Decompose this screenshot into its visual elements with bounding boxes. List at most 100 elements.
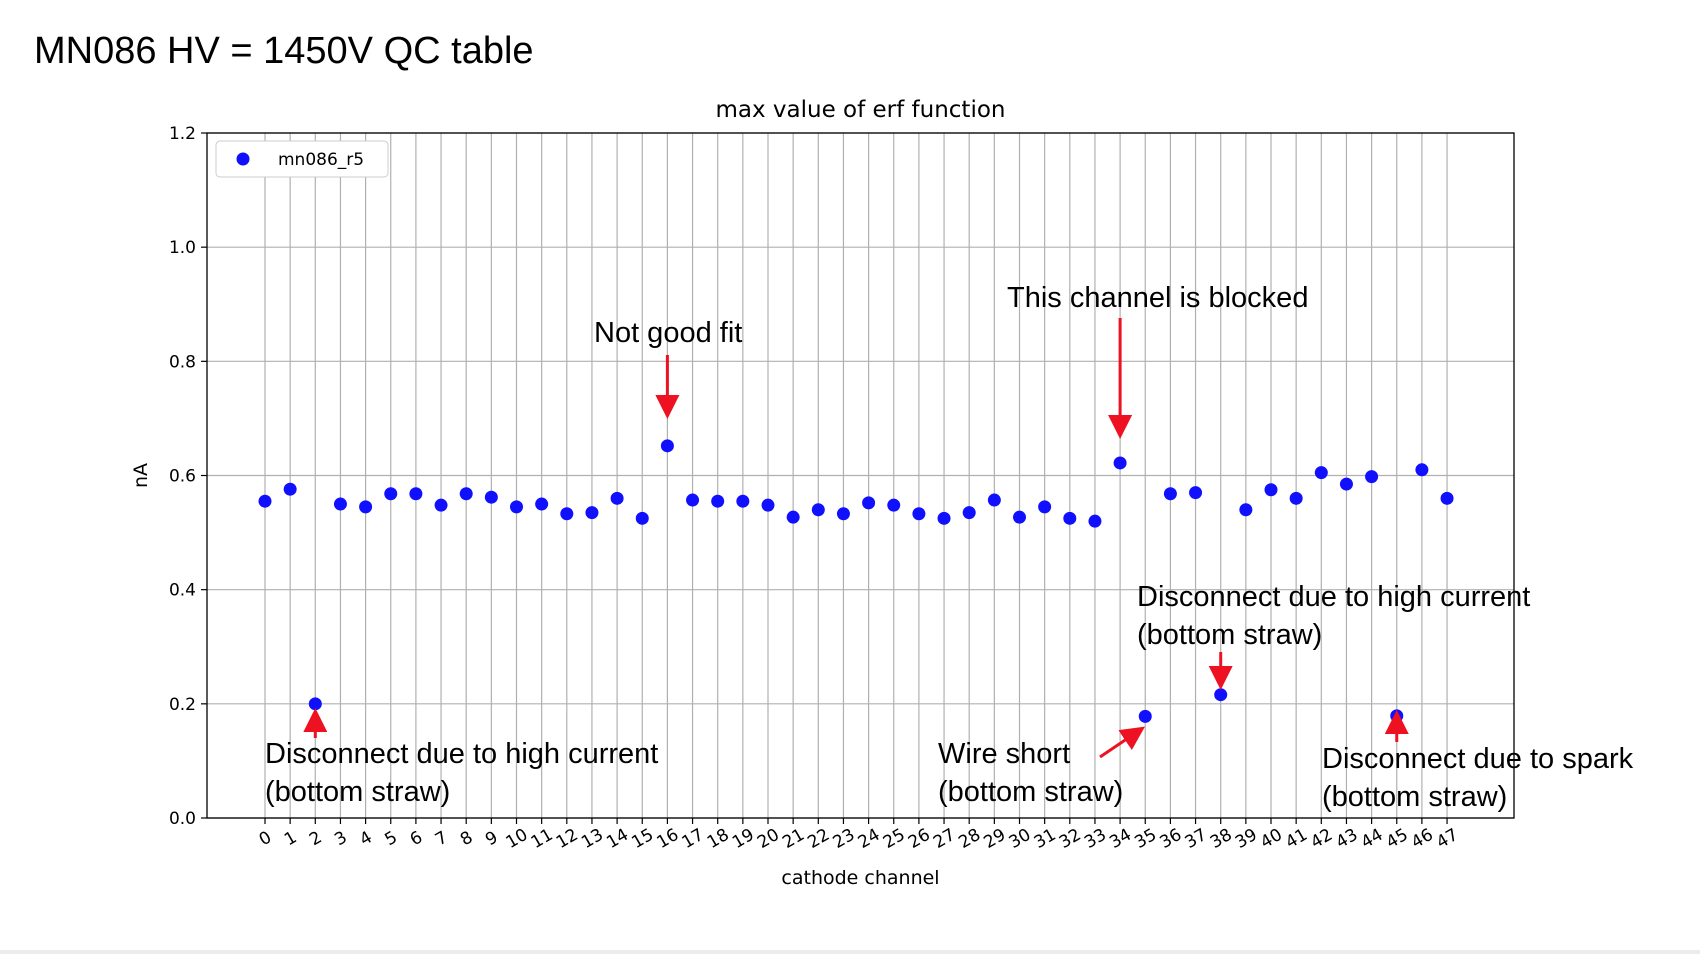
- x-tick-label: 26: [905, 825, 934, 853]
- x-tick-label: 34: [1106, 825, 1135, 853]
- data-point: [1063, 511, 1077, 525]
- data-point: [610, 491, 624, 505]
- data-point: [912, 507, 926, 521]
- x-tick-label: 24: [855, 825, 884, 853]
- slide-bottom-bar: [0, 950, 1700, 954]
- x-axis-label: cathode channel: [781, 867, 939, 889]
- x-tick-label: 21: [779, 825, 808, 853]
- data-point: [937, 511, 951, 525]
- x-tick-label: 32: [1056, 825, 1085, 853]
- x-tick-label: 11: [528, 825, 557, 853]
- data-point: [962, 506, 976, 520]
- annotation-arrow: [1099, 726, 1145, 759]
- y-tick-label: 0.4: [169, 581, 196, 601]
- x-tick-label: 2: [306, 827, 325, 850]
- data-point: [434, 498, 448, 512]
- data-point: [1314, 466, 1328, 480]
- x-tick-label: 3: [331, 827, 350, 850]
- y-tick-label: 0.6: [169, 467, 196, 487]
- data-point: [1113, 456, 1127, 470]
- data-point: [1138, 709, 1152, 723]
- x-tick-label: 45: [1383, 825, 1412, 853]
- x-tick-label: 16: [654, 825, 683, 853]
- x-tick-label: 0: [256, 827, 275, 850]
- x-tick-label: 19: [729, 825, 758, 853]
- x-tick-label: 7: [432, 827, 451, 850]
- annotation-text: (bottom straw): [938, 776, 1123, 808]
- annotation-text: Disconnect due to spark: [1322, 743, 1634, 775]
- x-tick-label: 36: [1157, 825, 1186, 853]
- x-tick-label: 8: [457, 827, 476, 850]
- legend-box: [215, 140, 389, 178]
- x-tick-label: 35: [1131, 825, 1160, 853]
- data-points: [258, 439, 1454, 723]
- annotation-text: This channel is blocked: [1007, 282, 1308, 314]
- data-point: [635, 511, 649, 525]
- x-tick-label: 46: [1408, 825, 1437, 853]
- axes: 0 1 2 3 4 5 6 7 8 9 101112131415161718192021222324…: [130, 97, 1515, 889]
- data-point: [987, 493, 1001, 507]
- x-tick-label: 44: [1358, 825, 1387, 853]
- annotations: Disconnect due to high current (bottom st…: [265, 282, 1634, 813]
- x-tick-label: 20: [754, 825, 783, 853]
- data-point: [1163, 487, 1177, 501]
- data-point: [660, 439, 674, 453]
- x-tick-label: 12: [553, 825, 582, 853]
- data-point: [1189, 486, 1203, 500]
- x-tick-label: 1: [281, 827, 300, 850]
- data-point: [560, 507, 574, 521]
- annotation-text: (bottom straw): [265, 776, 450, 808]
- x-tick-label: 17: [679, 825, 708, 853]
- x-tick-label: 10: [503, 825, 532, 853]
- x-tick-label: 4: [356, 827, 375, 850]
- data-point: [887, 498, 901, 512]
- data-point: [1264, 483, 1278, 497]
- annotation-text: (bottom straw): [1137, 619, 1322, 651]
- legend: mn086_r5: [215, 140, 389, 178]
- annotation-text: Disconnect due to high current: [1137, 581, 1530, 613]
- data-point: [1289, 491, 1303, 505]
- data-point: [258, 494, 272, 508]
- x-tick-label: 23: [830, 825, 859, 853]
- x-tick-label: 38: [1207, 825, 1236, 853]
- data-point: [484, 490, 498, 504]
- y-tick-label: 1.0: [169, 238, 196, 258]
- x-tick-label: 13: [578, 825, 607, 853]
- x-tick-label: 39: [1232, 825, 1261, 853]
- annotation-text: (bottom straw): [1322, 781, 1507, 813]
- y-axis-label: nA: [130, 463, 152, 488]
- x-tick-label: 15: [628, 825, 657, 853]
- x-tick-label: 47: [1433, 825, 1462, 853]
- data-point: [510, 500, 523, 514]
- data-point: [1088, 514, 1102, 528]
- x-tick-label: 14: [603, 825, 632, 853]
- data-point: [1440, 491, 1454, 505]
- data-point: [409, 487, 423, 501]
- annotation-text: Wire short: [938, 738, 1070, 770]
- data-point: [1038, 500, 1052, 514]
- x-tick-label: 5: [382, 827, 401, 850]
- data-point: [1013, 510, 1026, 524]
- x-tick-label: 9: [482, 827, 501, 850]
- data-point: [862, 496, 876, 510]
- data-point: [384, 487, 398, 501]
- data-point: [308, 697, 322, 711]
- data-point: [736, 494, 750, 508]
- data-point: [1365, 470, 1379, 484]
- legend-marker: [236, 152, 250, 166]
- x-tick-label: 29: [980, 825, 1009, 853]
- x-tick-label: 30: [1006, 825, 1035, 853]
- annotation-text: Not good fit: [594, 317, 742, 349]
- data-point: [811, 503, 825, 517]
- data-point: [333, 497, 347, 511]
- y-tick-label: 0.0: [169, 809, 196, 829]
- y-tick-label: 1.2: [169, 124, 196, 144]
- x-tick-label: 31: [1031, 825, 1060, 853]
- data-point: [283, 482, 297, 496]
- annotation-text: Disconnect due to high current: [265, 738, 658, 770]
- data-point: [711, 494, 725, 508]
- x-tick-label: 6: [407, 827, 426, 850]
- slide-title: MN086 HV = 1450V QC table: [34, 30, 534, 72]
- x-tick-label: 33: [1081, 825, 1110, 853]
